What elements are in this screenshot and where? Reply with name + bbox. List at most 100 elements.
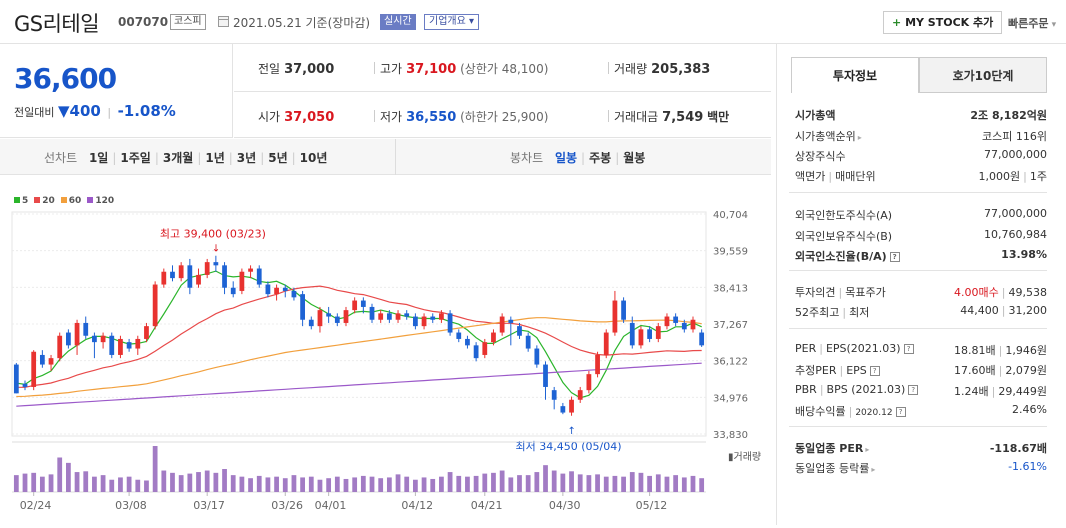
legend-item: 60 <box>60 196 81 206</box>
ma-line-5 <box>16 270 702 399</box>
x-tick-label: 04/12 <box>401 499 433 512</box>
x-tick-label: 04/30 <box>549 499 581 512</box>
info-row: 동일업종 등락률 ▸ -1.61% <box>789 460 1047 480</box>
info-key-2: 최저 <box>849 306 870 319</box>
volume-bar <box>508 477 514 492</box>
candle-body <box>386 313 392 320</box>
candle-body <box>413 316 418 327</box>
market-badge: 코스피 <box>170 14 206 30</box>
candle-body <box>13 364 19 394</box>
tab-line-4[interactable]: 3년 <box>236 151 257 165</box>
tab-line-0[interactable]: 1일 <box>88 151 109 165</box>
help-icon[interactable]: ? <box>895 407 906 417</box>
candle-body <box>395 313 401 320</box>
candle-body <box>569 399 574 413</box>
volume-bar <box>196 472 201 492</box>
info-key: 추정PER <box>795 364 837 377</box>
chevron-right-icon[interactable]: ▸ <box>871 465 876 474</box>
volume-bar <box>300 477 305 492</box>
y-tick-label: 40,704 <box>713 210 748 221</box>
candle-body <box>100 335 106 343</box>
plus-icon: + <box>892 16 902 29</box>
candle-body <box>430 316 436 320</box>
tab-line-5[interactable]: 5년 <box>268 151 288 165</box>
realtime-button[interactable]: 실시간 <box>380 14 416 30</box>
volume-bar <box>360 475 366 492</box>
info-key-2: 매매단위 <box>835 170 876 183</box>
help-icon[interactable]: ? <box>903 344 914 354</box>
candle-body <box>612 300 618 333</box>
info-key: 52주최고 <box>795 306 840 319</box>
tab-line-1[interactable]: 1주일 <box>120 151 151 165</box>
volume-bar <box>57 457 63 492</box>
info-value: 44,400 <box>960 304 999 317</box>
tab-candle-2[interactable]: 월봉 <box>623 151 646 165</box>
tab-line-3[interactable]: 1년 <box>205 151 225 165</box>
candle-body <box>378 313 384 320</box>
candle-body <box>404 313 410 317</box>
candle-body <box>308 319 314 327</box>
candle-body <box>317 310 323 327</box>
volume-bar <box>334 476 340 492</box>
open-price: 시가 37,050 <box>258 110 335 125</box>
info-key: 동일업종 PER <box>795 442 864 455</box>
volume-bar <box>482 473 488 492</box>
candle-body <box>352 300 358 311</box>
candle-body <box>31 351 37 387</box>
help-icon[interactable]: ? <box>889 252 900 262</box>
volume-bar <box>248 478 253 492</box>
volume-bar <box>126 476 132 492</box>
tab-candle-1[interactable]: 주봉 <box>589 151 612 165</box>
help-icon[interactable]: ? <box>869 366 880 376</box>
chevron-right-icon[interactable]: ▸ <box>865 445 870 454</box>
chevron-right-icon[interactable]: ▸ <box>857 133 862 142</box>
candle-body <box>534 348 540 365</box>
candle-body <box>560 406 566 413</box>
candle-body <box>621 300 626 320</box>
tab-investment-info[interactable]: 투자정보 <box>791 57 919 93</box>
volume-bar <box>499 470 505 492</box>
candle-body <box>690 319 696 330</box>
candle-body <box>647 329 652 339</box>
info-key-2: EPS(2021.03) <box>825 342 901 355</box>
add-mystock-button[interactable]: + MY STOCK 추가 <box>883 11 1003 34</box>
candle-body <box>491 332 496 343</box>
candle-body <box>629 322 635 346</box>
stock-name: GS리테일 <box>14 12 100 36</box>
volume-bar <box>699 478 705 492</box>
candle-body <box>48 358 54 365</box>
info-key: 외국인소진율(B/A) <box>795 250 887 263</box>
info-value-2: 29,449원 <box>998 385 1047 398</box>
arrow-down-icon: ↓ <box>212 244 220 255</box>
tab-line-6[interactable]: 10년 <box>299 151 328 165</box>
volume-bar <box>317 479 323 492</box>
volume-bar <box>326 478 332 492</box>
company-info-dropdown[interactable]: 기업개요 ▾ <box>424 14 480 30</box>
candle-body <box>291 290 297 298</box>
tab-candle-0[interactable]: 일봉 <box>554 151 578 165</box>
volume-bar <box>178 475 184 492</box>
candle-body <box>465 338 470 346</box>
candle-body <box>655 326 661 339</box>
volume-bar <box>664 476 670 492</box>
quick-order-button[interactable]: 빠른주문 ▾ <box>1008 15 1056 31</box>
volume-bar <box>638 472 644 492</box>
candle-body <box>638 329 644 346</box>
candlestick-chart: 40,704 39,559 38,413 37,267 36,122 34,976 33,8… <box>11 210 761 512</box>
tab-order-book[interactable]: 호가10단계 <box>919 57 1047 93</box>
volume-bar <box>543 465 548 492</box>
candle-body <box>178 265 184 279</box>
volume-bar <box>161 470 167 492</box>
tab-line-2[interactable]: 3개월 <box>162 151 194 165</box>
x-tick-label: 02/24 <box>20 499 52 512</box>
candle-body <box>256 268 262 285</box>
volume-bar <box>256 475 262 492</box>
candle-body <box>517 326 522 336</box>
volume-bar <box>673 475 679 492</box>
down-arrow-icon: ▼ <box>57 102 70 120</box>
help-icon[interactable]: ? <box>908 385 919 395</box>
legend-item: 5 <box>14 196 28 206</box>
low-price: 저가 36,550 (하한가 25,900) <box>380 110 549 125</box>
volume-bar <box>187 473 193 492</box>
candle-body <box>144 326 149 339</box>
